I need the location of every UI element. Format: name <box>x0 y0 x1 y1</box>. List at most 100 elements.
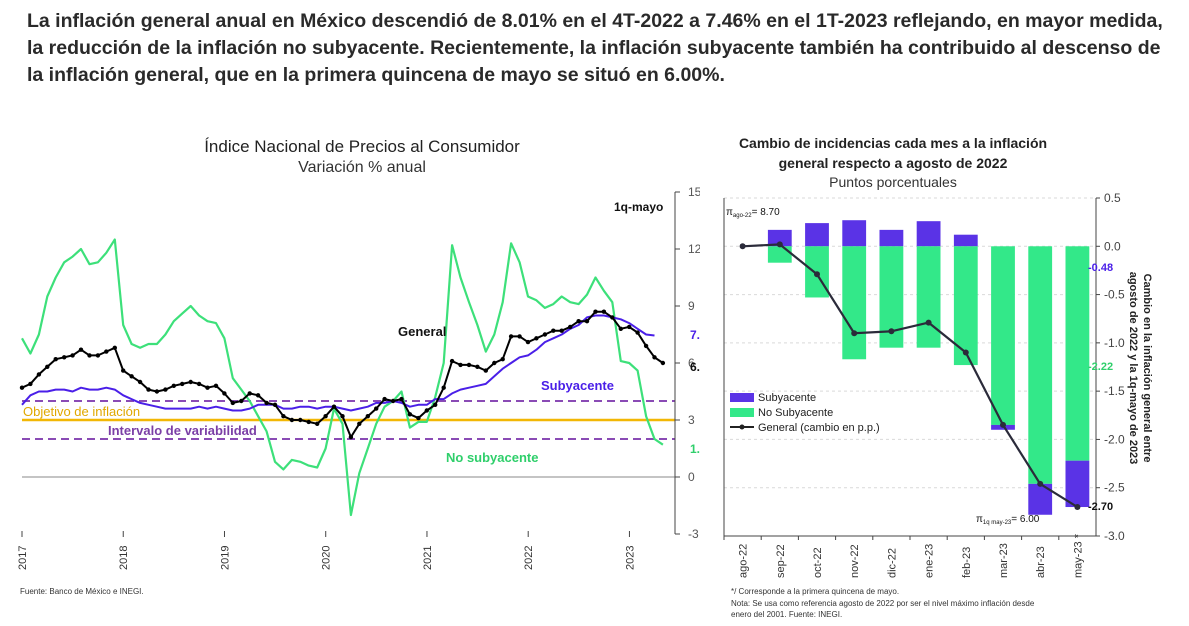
general-point-5 <box>61 355 67 360</box>
general-point-27 <box>247 391 252 396</box>
left-y-tick-label: 15 <box>688 185 700 199</box>
general-point-15 <box>146 387 151 392</box>
general-point-59 <box>517 334 522 339</box>
right-y-tick-label: 0.0 <box>1104 239 1121 253</box>
ref-bottom-value: = 6.00 <box>1011 514 1040 525</box>
right-general-line <box>739 241 1081 510</box>
general-change-point-oct-22 <box>814 271 820 278</box>
general-point-22 <box>205 385 210 390</box>
general-point-6 <box>70 353 75 358</box>
left-y-tick-label: 6 <box>688 356 695 370</box>
legend-swatch-nosub <box>730 408 754 417</box>
right-x-tick-label: abr-23 <box>1035 546 1047 578</box>
left-y-tick-label: 12 <box>688 242 700 256</box>
general-point-11 <box>112 345 118 350</box>
legend-swatch-sub <box>730 393 754 402</box>
general-point-12 <box>121 368 126 373</box>
bar-no-subyacente-dic-22 <box>879 246 904 348</box>
right-y-tick-label: -2.0 <box>1104 432 1125 446</box>
right-x-tick-label: oct-22 <box>812 547 824 578</box>
general-point-33 <box>298 417 303 423</box>
left-y-tick-label: 0 <box>688 470 695 484</box>
general-point-76 <box>660 360 666 366</box>
bar-no-subyacente-sep-22 <box>767 246 792 263</box>
left-reference-lines <box>22 400 675 440</box>
general-point-8 <box>87 353 92 358</box>
right-note-1: */ Corresponde a la primera quincena de … <box>731 587 900 596</box>
left-axes: 15 12 9 6 3 0 -3 2017 2018 2019 2020 2021 2022 2023 <box>17 185 700 570</box>
left-x-tick-label: 2022 <box>523 546 535 570</box>
general-point-48 <box>424 408 429 413</box>
right-y-tick-label: -1.5 <box>1104 384 1125 398</box>
left-chart-title: Índice Nacional de Precios al Consumidor <box>204 137 520 156</box>
general-point-43 <box>382 396 387 402</box>
bar-subyacente-may-23 * <box>1065 460 1090 508</box>
general-point-66 <box>576 319 581 324</box>
right-x-tick-label: ene-23 <box>924 544 936 578</box>
general-point-67 <box>584 319 590 324</box>
right-y-tick-label: -3.0 <box>1104 529 1125 543</box>
bar-no-subyacente-feb-23 <box>953 246 978 366</box>
general-change-point-ene-23 <box>925 319 932 326</box>
bar-no-subyacente-nov-22 <box>842 246 867 360</box>
general-point-38 <box>340 414 345 419</box>
general-point-26 <box>239 398 244 404</box>
general-point-70 <box>610 315 615 320</box>
ref-top-sub: ago-22 <box>733 213 752 219</box>
general-change-line <box>742 243 1078 508</box>
right-x-tick-label: mar-23 <box>998 543 1010 578</box>
end-label-subyacente: 7.45 <box>690 328 700 342</box>
general-change-point-abr-23 <box>1037 480 1044 487</box>
left-x-tick-label: 2023 <box>624 546 636 570</box>
general-point-40 <box>357 421 362 426</box>
general-point-50 <box>441 385 446 390</box>
bar-subyacente-feb-23 <box>953 234 978 247</box>
end-label-general-right: -2.70 <box>1088 501 1113 513</box>
general-point-44 <box>390 398 396 404</box>
general-point-74 <box>643 343 649 349</box>
series-line-subyacente <box>21 314 655 412</box>
general-point-13 <box>129 374 134 379</box>
label-no-subyacente: No subyacente <box>446 450 538 465</box>
right-chart-subtitle: Puntos porcentuales <box>829 174 957 190</box>
bar-subyacente-oct-22 <box>805 223 829 247</box>
right-y-tick-label: -1.0 <box>1104 336 1125 350</box>
right-y-tick-label: -2.5 <box>1104 481 1125 495</box>
right-chart-title-line1: Cambio de incidencias cada mes a la infl… <box>739 135 1047 151</box>
right-note-2: Nota: Se usa como referencia agosto de 2… <box>731 599 1035 608</box>
general-change-point-dic-22 <box>888 328 895 335</box>
general-point-17 <box>163 387 168 392</box>
general-point-42 <box>374 406 379 411</box>
general-point-3 <box>45 364 50 369</box>
right-x-tick-label: nov-22 <box>849 544 861 578</box>
general-change-point-may-23 * <box>1074 504 1081 510</box>
general-point-72 <box>627 324 632 330</box>
general-point-55 <box>483 368 488 373</box>
right-x-tick-label: dic-22 <box>886 548 898 578</box>
general-point-61 <box>534 336 539 341</box>
ref-top-label: πago-22= 8.70 <box>726 207 780 219</box>
general-point-31 <box>281 414 286 419</box>
legend-nosub: No Subyacente <box>758 407 833 419</box>
general-point-20 <box>188 379 193 385</box>
general-point-65 <box>568 324 573 330</box>
general-point-56 <box>492 360 497 366</box>
general-point-54 <box>475 364 480 369</box>
left-y-tick-label: -3 <box>688 527 699 541</box>
general-point-25 <box>230 400 235 406</box>
general-point-71 <box>618 326 623 331</box>
general-point-9 <box>95 353 101 358</box>
general-point-18 <box>171 383 176 388</box>
bar-subyacente-abr-23 <box>1028 483 1053 515</box>
general-point-58 <box>508 334 514 339</box>
right-x-tick-label: feb-23 <box>961 547 973 578</box>
label-objetivo: Objetivo de inflación <box>23 404 140 419</box>
left-y-tick-label: 9 <box>688 299 695 313</box>
right-grid <box>724 197 1096 537</box>
bar-no-subyacente-mar-23 <box>991 246 1015 425</box>
general-change-point-ago-22 <box>739 243 746 250</box>
general-point-75 <box>652 355 657 360</box>
ref-top-value: = 8.70 <box>752 207 781 218</box>
general-point-10 <box>104 349 109 354</box>
general-point-68 <box>593 309 598 314</box>
